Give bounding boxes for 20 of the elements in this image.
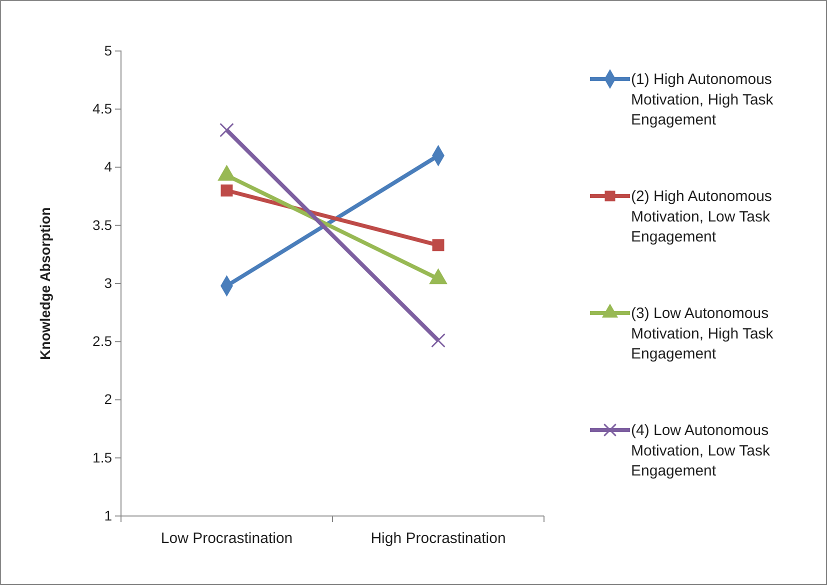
legend-label: (1) High Autonomous Motivation, High Task Engagement — [631, 71, 774, 128]
x-tick-label: High Procrastination — [370, 530, 506, 547]
y-tick-label: 4 — [104, 158, 112, 175]
y-tick-label: 3 — [104, 274, 112, 291]
x-tick-label: Low Procrastination — [160, 530, 293, 547]
y-tick-label: 3.5 — [92, 216, 112, 233]
legend-label: (2) High Autonomous Motivation, Low Task Engagement — [631, 188, 772, 246]
point — [220, 122, 234, 138]
y-tick-label: 1 — [104, 507, 112, 524]
y-tick-label: 2.5 — [92, 333, 112, 350]
point — [431, 333, 446, 348]
y-tick-label: 1.5 — [92, 449, 112, 466]
y-tick-label: 5 — [104, 42, 112, 58]
legend-label: (3) Low Autonomous Motivation, High Task Engagement — [631, 305, 774, 362]
y-tick-label: 2 — [104, 391, 112, 408]
legend-label: (4) Low Autonomous Motivation, Low Task Engagement — [631, 422, 770, 480]
y-axis-title: Knowledge Absorption — [37, 207, 53, 360]
point — [220, 184, 233, 196]
point — [432, 239, 444, 252]
y-tick-label: 4.5 — [92, 100, 112, 117]
